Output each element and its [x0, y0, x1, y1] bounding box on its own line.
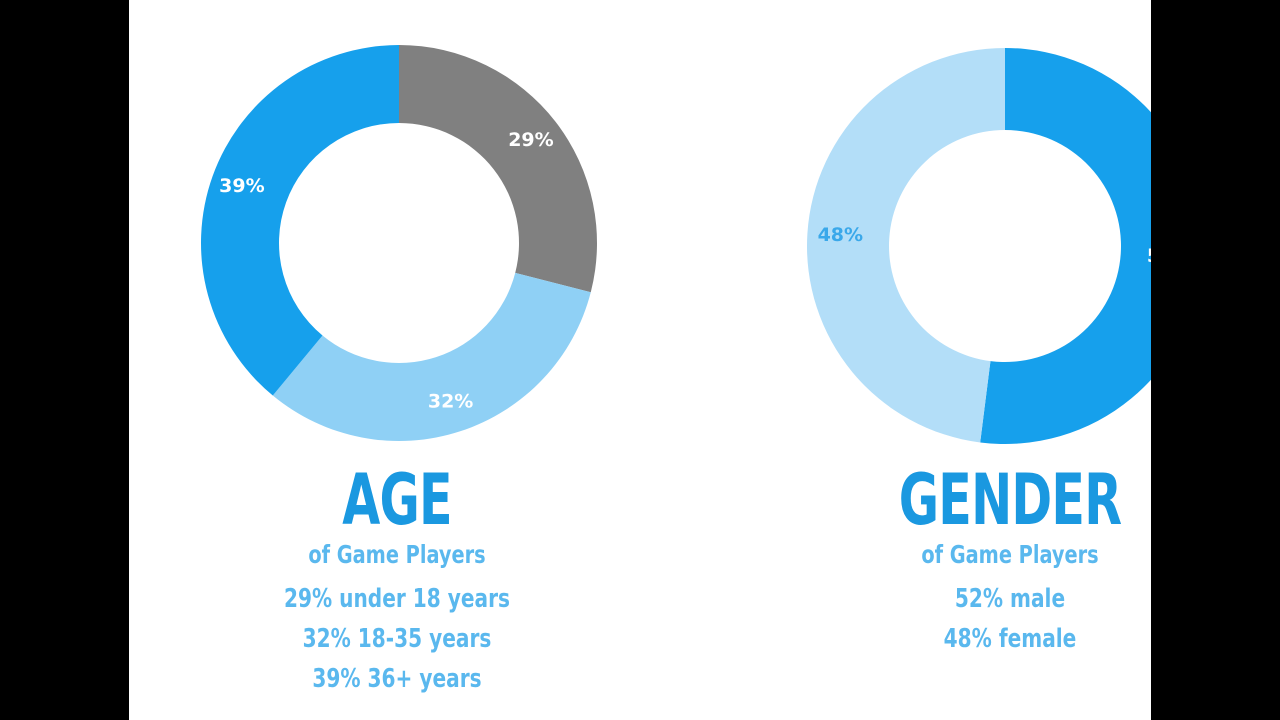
age-legend-item: 29% under 18 years	[284, 584, 510, 614]
age-legend-item: 39% 36+ years	[312, 664, 482, 694]
gender-subtitle: of Game Players	[921, 540, 1099, 569]
age-donut-chart: 29% 32% 39%	[201, 45, 597, 441]
gender-legend: 52% male 48% female	[810, 579, 1151, 659]
age-subtitle: of Game Players	[308, 540, 486, 569]
gender-slice-label: 52%	[1147, 245, 1151, 267]
age-title: AGE	[342, 459, 452, 541]
age-slice-label: 39%	[219, 175, 264, 197]
gender-slice	[980, 48, 1151, 444]
age-legend: 29% under 18 years 32% 18-35 years 39% 3…	[197, 579, 597, 699]
gender-donut-chart: 52% 48%	[806, 48, 1151, 444]
age-legend-item: 32% 18-35 years	[302, 624, 492, 654]
age-slice-label: 29%	[508, 129, 553, 151]
gender-title: GENDER	[898, 459, 1122, 541]
age-slice	[201, 45, 399, 396]
gender-caption: GENDER of Game Players 52% male 48% fema…	[810, 465, 1151, 659]
gender-legend-item: 52% male	[954, 584, 1066, 614]
age-slice	[272, 272, 591, 441]
donut-charts: 29% 32% 39% 52% 48%	[201, 45, 1151, 444]
gender-slice	[806, 48, 1005, 443]
gender-legend-item: 48% female	[943, 624, 1077, 654]
age-slice-label: 32%	[428, 390, 473, 412]
infographic-panel: 29% 32% 39% 52% 48% AGE of Game Players 29%…	[129, 0, 1151, 720]
age-caption: AGE of Game Players 29% under 18 years 3…	[197, 465, 597, 699]
age-slice	[399, 45, 597, 293]
gender-slice-label: 48%	[818, 224, 863, 246]
